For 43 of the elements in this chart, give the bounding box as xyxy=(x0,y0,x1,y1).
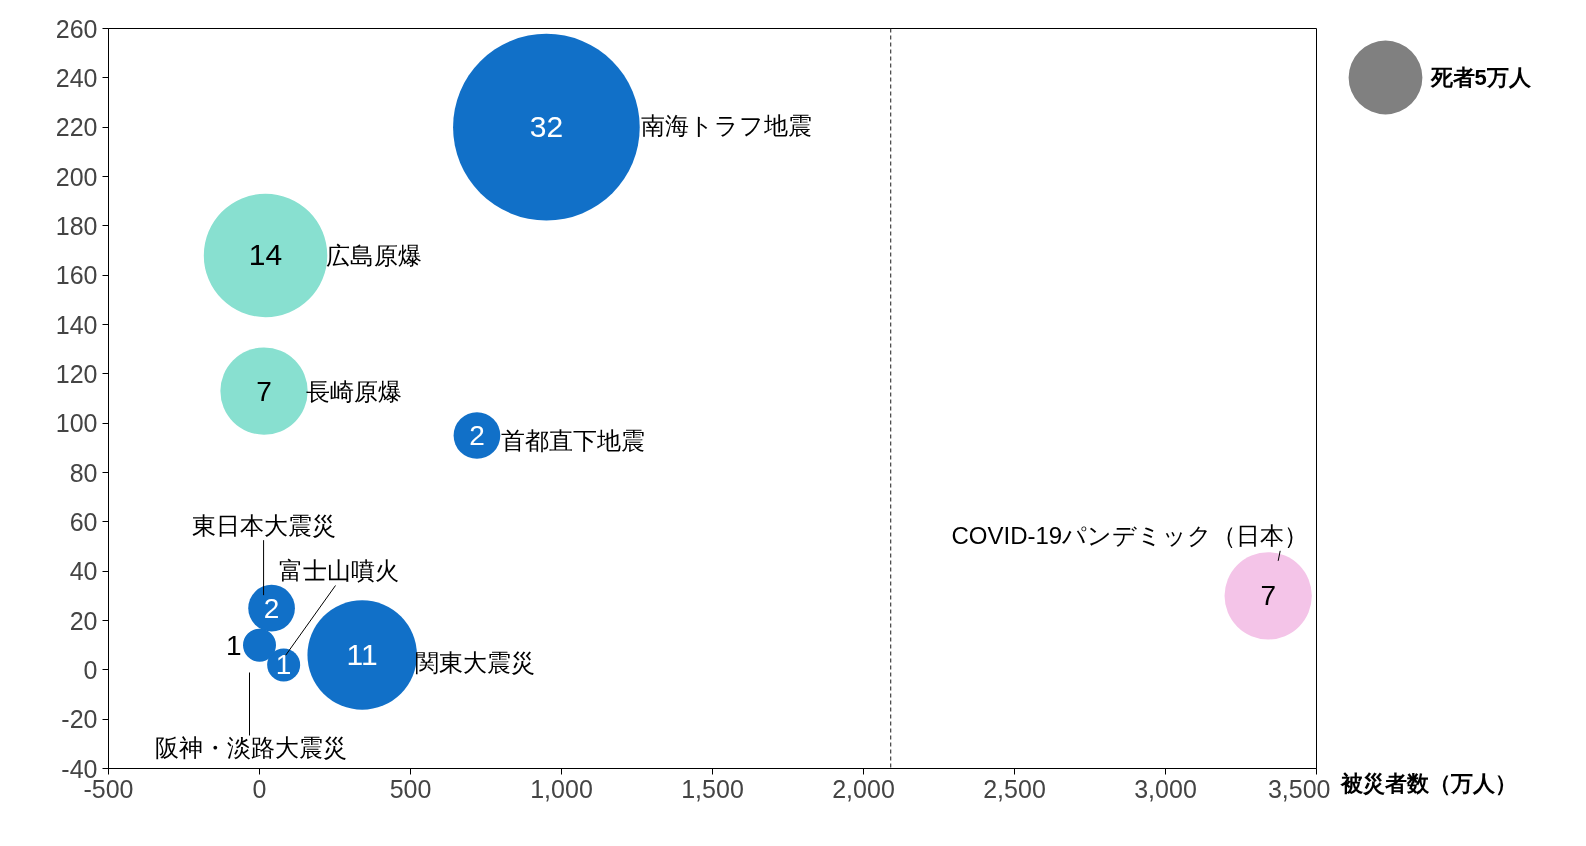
annotation: 阪神・淡路大震災 xyxy=(154,734,347,761)
y-tick-label: 140 xyxy=(55,310,98,339)
annotation: 首都直下地震 xyxy=(500,427,645,454)
data-label: 11 xyxy=(346,638,378,672)
y-tick-label: 120 xyxy=(55,359,98,388)
y-tick-label: 0 xyxy=(83,655,98,684)
x-tick-label: 3,000 xyxy=(1134,774,1197,803)
data-label: 1 xyxy=(275,649,292,681)
y-tick-label: 160 xyxy=(55,261,98,290)
annotation: COVID-19パンデミック（日本） xyxy=(951,522,1309,550)
x-tick-label: 500 xyxy=(389,774,432,803)
annotation: 長崎原爆 xyxy=(306,377,403,405)
x-tick-label: 2,500 xyxy=(983,774,1046,803)
x-tick-label: 2,000 xyxy=(832,774,895,803)
annotation: 南海トラフ地震 xyxy=(640,112,812,139)
y-tick-label: 40 xyxy=(69,557,98,586)
y-tick-label: 200 xyxy=(55,162,98,191)
legend-label: 死者5万人 xyxy=(1429,65,1532,90)
x-tick-label: 0 xyxy=(252,774,267,803)
y-tick-label: 60 xyxy=(69,507,98,536)
y-tick-label: 180 xyxy=(55,211,98,240)
data-label: 2 xyxy=(263,592,280,624)
y-tick-label: 80 xyxy=(69,458,98,487)
x-tick-label: 1,000 xyxy=(530,774,593,803)
data-label: 7 xyxy=(256,375,272,407)
y-tick-label: -20 xyxy=(61,705,98,734)
y-tick-label: 220 xyxy=(55,113,98,142)
x-tick-label: 1,500 xyxy=(681,774,744,803)
annotation: 富士山噴火 xyxy=(278,557,399,584)
y-tick-label: 20 xyxy=(69,606,98,635)
data-label: 7 xyxy=(1260,580,1276,612)
data-label: 1 xyxy=(225,629,242,661)
y-tick-label: 100 xyxy=(55,409,98,438)
x-tick-label: 3,500 xyxy=(1267,774,1331,803)
annotation: 広島原爆 xyxy=(325,241,422,269)
data-label: 32 xyxy=(529,110,564,144)
y-tick-label: 260 xyxy=(55,14,98,43)
annotation: 東日本大震災 xyxy=(191,511,336,539)
data-label: 2 xyxy=(469,420,485,451)
data-label: 14 xyxy=(248,238,283,272)
annotation: 関東大震災 xyxy=(415,648,536,676)
y-tick-label: 240 xyxy=(55,63,98,92)
x-axis-title: 被災者数（万人） xyxy=(1339,770,1517,796)
